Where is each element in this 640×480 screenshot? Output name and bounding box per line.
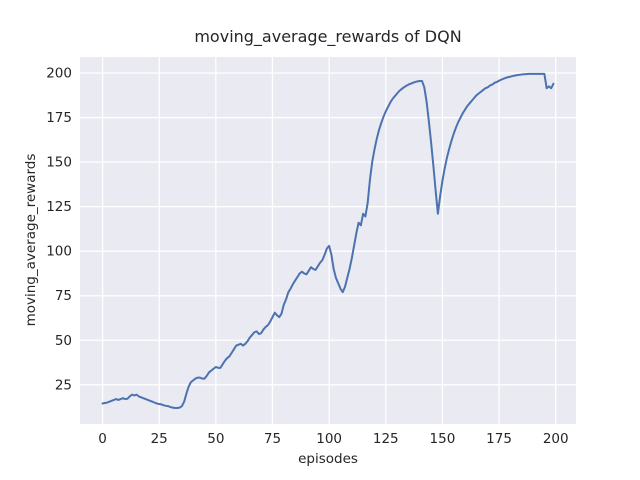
y-tick-label: 50 [55, 333, 72, 349]
x-tick-label: 200 [543, 431, 569, 447]
y-tick-label: 175 [46, 110, 72, 126]
x-tick-label: 150 [430, 431, 456, 447]
x-tick-label: 75 [264, 431, 281, 447]
chart-title: moving_average_rewards of DQN [194, 27, 462, 46]
data-line-moving_average_rewards [101, 72, 555, 409]
x-tick-label: 175 [486, 431, 512, 447]
y-tick-label: 25 [55, 377, 72, 393]
y-tick-label: 150 [46, 155, 72, 171]
x-tick-label: 50 [207, 431, 224, 447]
y-tick-label: 200 [46, 66, 72, 82]
y-tick-label: 125 [46, 199, 72, 215]
x-tick-label: 0 [98, 431, 107, 447]
y-axis-label: moving_average_rewards [23, 153, 39, 327]
x-tick-label: 100 [316, 431, 342, 447]
x-tick-label: 125 [373, 431, 399, 447]
y-tick-label: 100 [46, 244, 72, 260]
y-tick-label: 75 [55, 288, 72, 304]
x-tick-label: 25 [151, 431, 168, 447]
x-axis-label: episodes [298, 451, 358, 467]
plot-background [80, 57, 576, 424]
